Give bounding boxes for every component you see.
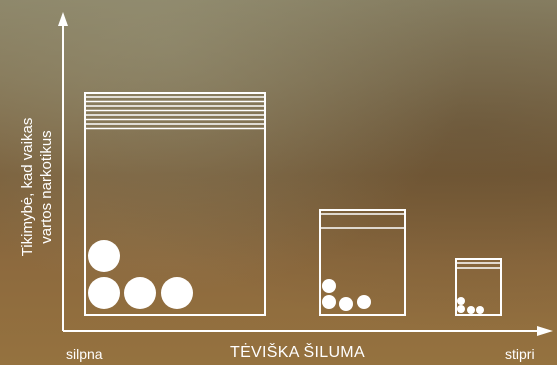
container-box <box>319 209 406 316</box>
ball <box>322 295 336 309</box>
ball <box>88 240 120 272</box>
ball <box>124 277 156 309</box>
fill-stripes <box>85 96 265 130</box>
balls <box>322 279 371 311</box>
ball <box>88 277 120 309</box>
ball <box>457 297 465 305</box>
ball <box>357 295 371 309</box>
fill-stripes <box>320 213 405 229</box>
ball <box>161 277 193 309</box>
container-stipri <box>455 258 502 316</box>
axes <box>58 12 553 336</box>
balls <box>88 240 193 309</box>
x-axis-arrowhead <box>537 326 553 336</box>
container-silpna <box>84 92 266 316</box>
ball <box>467 306 475 314</box>
y-axis-arrowhead <box>58 12 68 26</box>
ball <box>339 297 353 311</box>
ball <box>476 306 484 314</box>
x-axis-title: TĖVIŠKA ŠILUMA <box>230 344 365 361</box>
y-axis-label-line1: Tikimybė, kad vaikas <box>19 117 36 257</box>
ball <box>457 305 465 313</box>
container-vidutine <box>319 209 406 316</box>
x-axis-high-label: stipri <box>505 346 535 362</box>
balls <box>457 297 484 314</box>
y-axis-label: Tikimybė, kad vaikas vartos narkotikus <box>18 57 56 317</box>
x-axis-low-label: silpna <box>66 346 103 362</box>
fill-stripes <box>456 262 501 269</box>
container-box <box>455 258 502 316</box>
y-axis-label-line2: vartos narkotikus <box>38 130 55 244</box>
ball <box>322 279 336 293</box>
container-box <box>84 92 266 316</box>
